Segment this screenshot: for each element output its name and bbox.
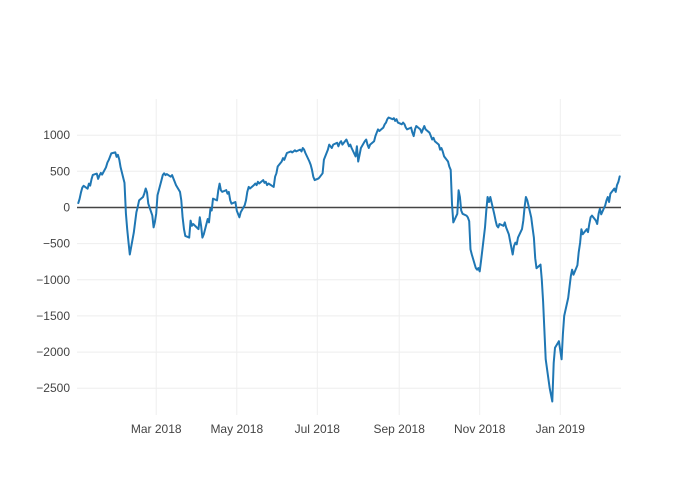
y-tick-label: 500 <box>50 164 70 178</box>
x-axis-tick-labels: Mar 2018 May 2018 Jul 2018 Sep 2018 Nov 2018… <box>131 422 585 436</box>
y-tick-label: −1500 <box>36 309 70 323</box>
y-gridlines <box>77 134 621 389</box>
series-line[interactable] <box>77 116 621 403</box>
y-tick-label: 0 <box>63 201 70 215</box>
x-tick-label: Sep 2018 <box>374 422 426 436</box>
x-tick-label: Nov 2018 <box>454 422 506 436</box>
x-tick-label: May 2018 <box>210 422 263 436</box>
y-tick-label: −500 <box>43 237 70 251</box>
y-tick-label: −2500 <box>36 381 70 395</box>
y-tick-label: −2000 <box>36 345 70 359</box>
y-tick-label: −1000 <box>36 273 70 287</box>
x-tick-label: Jul 2018 <box>295 422 341 436</box>
x-tick-label: Jan 2019 <box>536 422 586 436</box>
x-tick-label: Mar 2018 <box>131 422 182 436</box>
x-gridlines <box>155 99 561 415</box>
y-tick-label: 1000 <box>43 128 70 142</box>
y-axis-tick-labels: 1000 500 0 −500 −1000 −1500 −2000 −2500 <box>36 128 70 395</box>
